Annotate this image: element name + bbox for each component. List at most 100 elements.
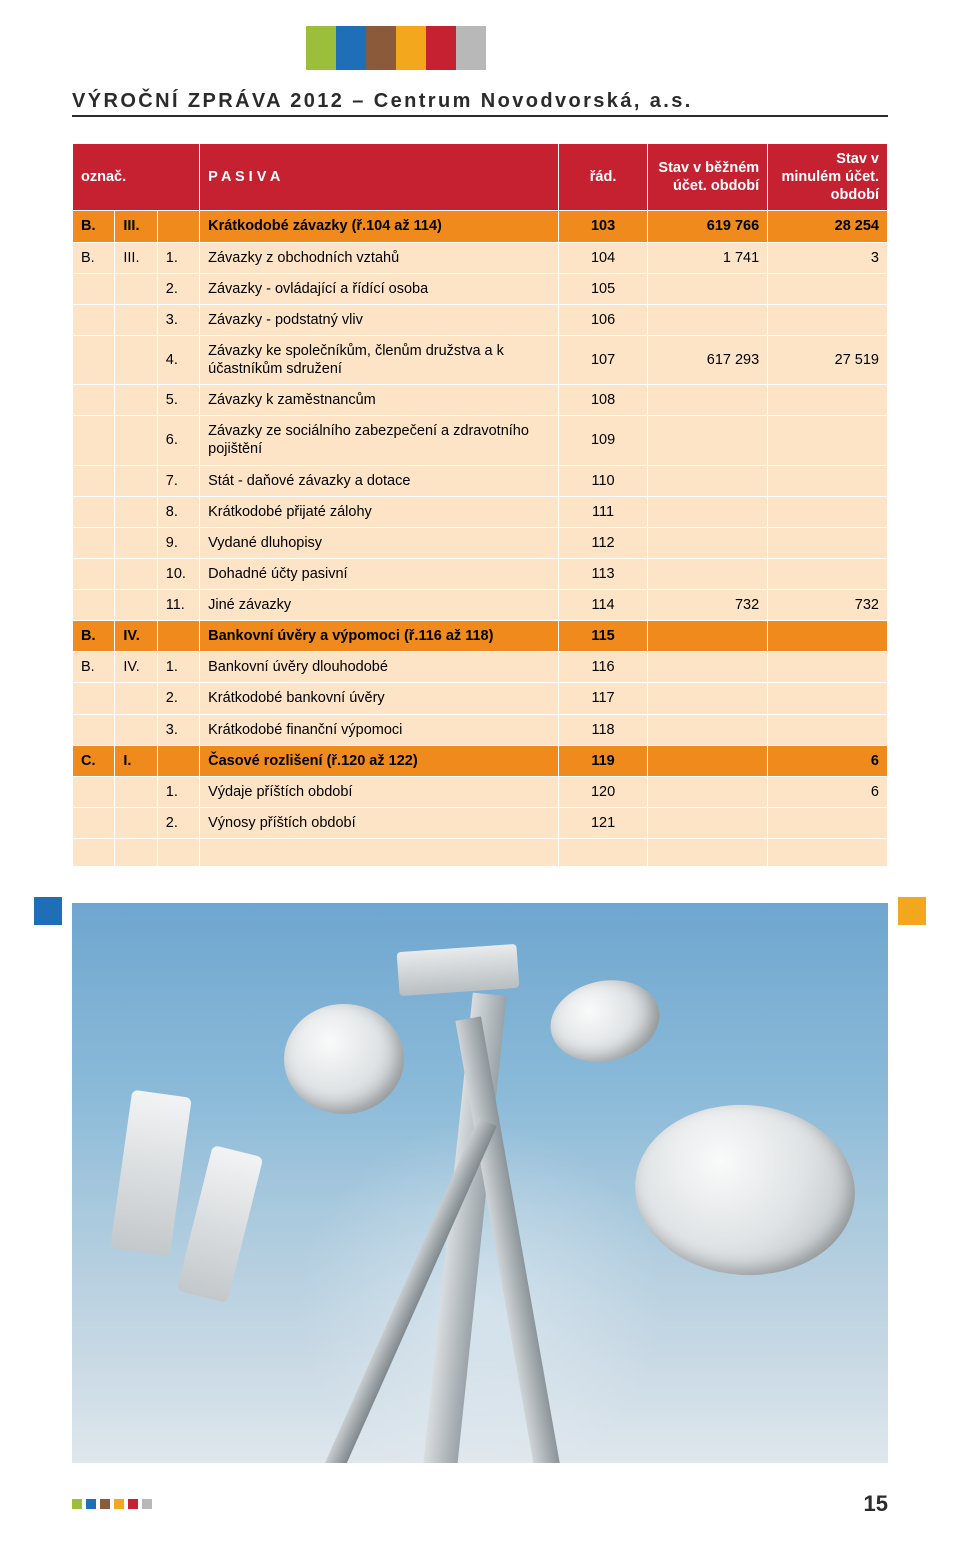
table-cell: Bankovní úvěry dlouhodobé <box>200 652 559 683</box>
pasiva-table: označ. P A S I V A řád. Stav v běžném úč… <box>72 143 888 867</box>
table-cell: 2. <box>157 807 199 838</box>
table-cell <box>768 465 888 496</box>
table-cell: 6 <box>768 776 888 807</box>
table-row: 6.Závazky ze sociálního zabezpečení a zd… <box>73 416 888 465</box>
table-row: 2.Závazky - ovládající a řídící osoba105 <box>73 273 888 304</box>
table-cell: 1. <box>157 776 199 807</box>
table-cell: 120 <box>558 776 648 807</box>
table-header-row: označ. P A S I V A řád. Stav v běžném úč… <box>73 144 888 211</box>
table-cell <box>115 304 157 335</box>
table-cell: 8. <box>157 496 199 527</box>
table-row: 4.Závazky ke společníkům, členům družstv… <box>73 335 888 384</box>
table-cell <box>768 714 888 745</box>
table-cell: 732 <box>648 590 768 621</box>
footer-dot <box>86 1499 96 1509</box>
table-cell: 119 <box>558 745 648 776</box>
table-cell: 27 519 <box>768 335 888 384</box>
table-cell <box>157 839 199 867</box>
table-cell <box>73 385 115 416</box>
table-cell <box>648 496 768 527</box>
table-cell <box>73 683 115 714</box>
table-cell: 112 <box>558 527 648 558</box>
table-row: 5.Závazky k zaměstnancům108 <box>73 385 888 416</box>
table-cell <box>768 273 888 304</box>
table-cell: Jiné závazky <box>200 590 559 621</box>
table-cell <box>768 807 888 838</box>
table-cell: 9. <box>157 527 199 558</box>
table-cell: 617 293 <box>648 335 768 384</box>
table-row: B.IV.1.Bankovní úvěry dlouhodobé116 <box>73 652 888 683</box>
table-cell: 1. <box>157 652 199 683</box>
table-cell: 114 <box>558 590 648 621</box>
table-cell <box>73 807 115 838</box>
table-cell: I. <box>115 745 157 776</box>
table-cell: 106 <box>558 304 648 335</box>
table-cell <box>73 590 115 621</box>
table-cell <box>768 496 888 527</box>
table-cell: 107 <box>558 335 648 384</box>
table-cell <box>648 714 768 745</box>
table-row <box>73 839 888 867</box>
table-cell <box>73 527 115 558</box>
table-row: C.I.Časové rozlišení (ř.120 až 122)1196 <box>73 745 888 776</box>
table-cell <box>558 839 648 867</box>
photo-block <box>72 903 888 1463</box>
table-cell: Závazky ze sociálního zabezpečení a zdra… <box>200 416 559 465</box>
table-row: 2.Výnosy příštích období121 <box>73 807 888 838</box>
header-square <box>456 26 486 70</box>
table-cell: 28 254 <box>768 211 888 242</box>
table-cell: 3. <box>157 304 199 335</box>
table-row: B.III.1.Závazky z obchodních vztahů1041 … <box>73 242 888 273</box>
table-cell <box>648 839 768 867</box>
table-cell <box>73 714 115 745</box>
table-cell: Krátkodobé přijaté zálohy <box>200 496 559 527</box>
table-cell: B. <box>73 621 115 652</box>
table-cell <box>768 385 888 416</box>
table-cell <box>115 385 157 416</box>
table-cell <box>73 416 115 465</box>
table-cell <box>648 652 768 683</box>
table-cell: 3 <box>768 242 888 273</box>
footer-dot <box>72 1499 82 1509</box>
table-row: 10.Dohadné účty pasivní113 <box>73 558 888 589</box>
table-cell <box>73 273 115 304</box>
table-cell: 121 <box>558 807 648 838</box>
table-cell: 619 766 <box>648 211 768 242</box>
table-cell <box>768 839 888 867</box>
table-cell: Dohadné účty pasivní <box>200 558 559 589</box>
table-row: 1.Výdaje příštích období1206 <box>73 776 888 807</box>
table-cell: 104 <box>558 242 648 273</box>
table-cell: 113 <box>558 558 648 589</box>
table-row: 11.Jiné závazky114732732 <box>73 590 888 621</box>
table-cell: 10. <box>157 558 199 589</box>
footer-dot <box>142 1499 152 1509</box>
table-cell <box>648 745 768 776</box>
tower-photo <box>72 903 888 1463</box>
table-cell <box>648 621 768 652</box>
table-cell <box>115 590 157 621</box>
table-cell <box>648 558 768 589</box>
table-cell <box>648 527 768 558</box>
table-cell <box>115 683 157 714</box>
table-cell: 115 <box>558 621 648 652</box>
header-square <box>366 26 396 70</box>
table-cell: 2. <box>157 273 199 304</box>
table-cell <box>200 839 559 867</box>
footer-dot <box>100 1499 110 1509</box>
footer-dot <box>114 1499 124 1509</box>
table-cell <box>648 807 768 838</box>
table-cell: 732 <box>768 590 888 621</box>
table-cell <box>73 496 115 527</box>
table-cell: 118 <box>558 714 648 745</box>
table-cell <box>648 416 768 465</box>
table-cell: III. <box>115 242 157 273</box>
table-cell: IV. <box>115 652 157 683</box>
table-cell: 103 <box>558 211 648 242</box>
table-cell <box>115 335 157 384</box>
table-cell <box>115 465 157 496</box>
table-cell <box>73 304 115 335</box>
table-cell <box>768 558 888 589</box>
table-cell <box>648 683 768 714</box>
header-decor-squares <box>306 26 888 70</box>
table-cell: Vydané dluhopisy <box>200 527 559 558</box>
